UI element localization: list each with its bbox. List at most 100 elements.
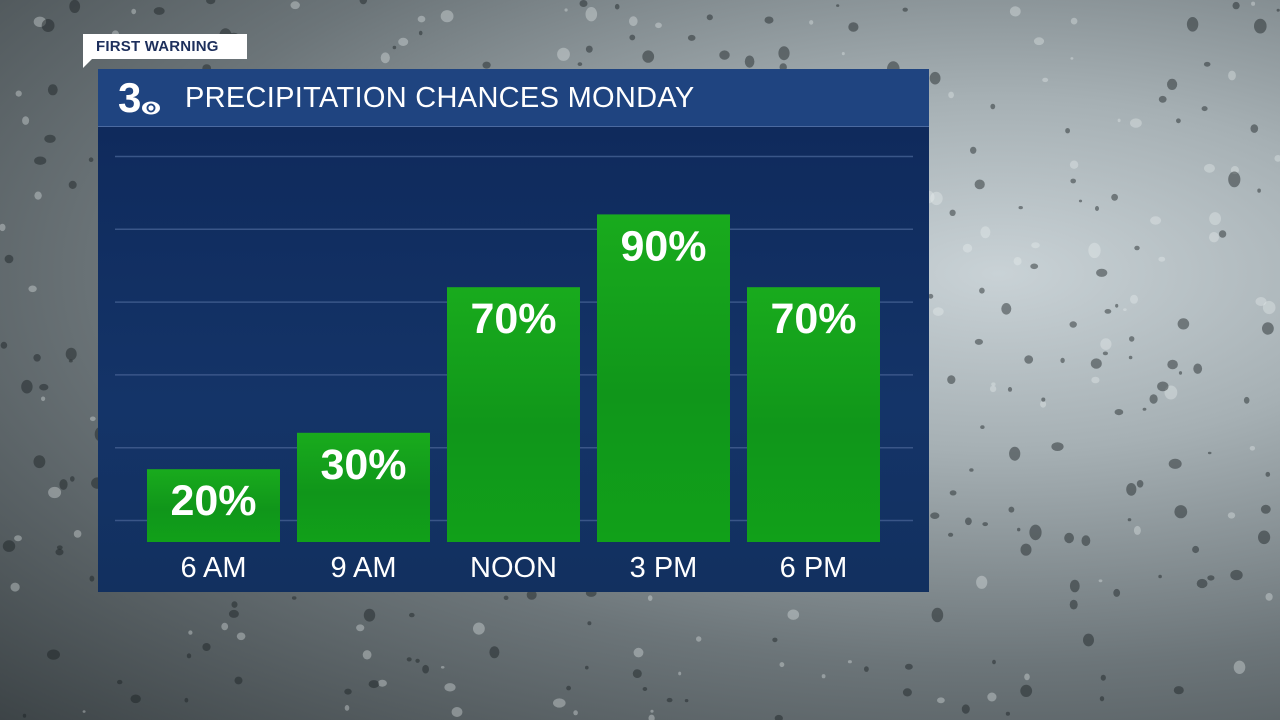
raindrop [1207, 451, 1212, 455]
raindrop [398, 37, 409, 47]
raindrop [41, 396, 46, 402]
category-label: 9 AM [330, 552, 396, 584]
raindrop [503, 595, 509, 600]
raindrop [1130, 294, 1138, 304]
raindrop [585, 665, 589, 670]
raindrop [440, 666, 445, 669]
raindrop [70, 476, 75, 482]
raindrop [573, 710, 578, 716]
raindrop [409, 612, 415, 618]
raindrop [778, 46, 790, 61]
raindrop [418, 30, 423, 36]
raindrop [473, 622, 485, 635]
raindrop [89, 575, 95, 582]
raindrop [1114, 409, 1124, 416]
raindrop [1123, 308, 1127, 311]
raindrop [678, 671, 682, 676]
raindrop [1130, 118, 1142, 128]
raindrop [117, 679, 123, 685]
raindrop [1070, 57, 1074, 60]
raindrop [1096, 268, 1108, 277]
raindrop [68, 180, 77, 189]
raindrop [982, 522, 988, 527]
raindrop [1193, 363, 1203, 374]
raindrop [206, 0, 216, 5]
raindrop [1069, 579, 1080, 593]
raindrop [1078, 199, 1083, 203]
raindrop [1265, 471, 1271, 477]
raindrop [937, 697, 945, 704]
raindrop [1173, 686, 1184, 695]
raindrop [841, 52, 845, 56]
chart-panel: 3 PRECIPITATION CHANCES MONDAY 20% 30% 70%… [98, 69, 929, 592]
raindrop [614, 3, 620, 10]
raindrop [130, 694, 141, 704]
raindrop [82, 710, 86, 713]
raindrop [1255, 297, 1267, 306]
raindrop [48, 486, 62, 499]
raindrop [1129, 336, 1135, 342]
raindrop [1257, 188, 1261, 193]
raindrop [1209, 232, 1219, 243]
raindrop [655, 22, 662, 29]
raindrop [526, 590, 537, 600]
raindrop [153, 7, 165, 15]
raindrop [666, 697, 673, 703]
raindrop [291, 596, 297, 600]
raindrop [684, 699, 689, 703]
raindrop [1177, 318, 1190, 330]
bar-value-label: 70% [770, 295, 856, 343]
raindrop [1251, 1, 1256, 6]
raindrop [779, 662, 785, 668]
raindrop [976, 575, 988, 589]
raindrop [629, 34, 636, 41]
raindrop [88, 157, 94, 162]
raindrop [1081, 535, 1091, 547]
raindrop [1254, 18, 1267, 34]
raindrop [1150, 216, 1162, 225]
raindrop [931, 607, 944, 623]
raindrop [787, 609, 800, 620]
raindrop [22, 713, 27, 718]
raindrop [47, 649, 60, 660]
raindrop [1233, 660, 1246, 674]
raindrop [1149, 394, 1158, 404]
raindrop [706, 14, 713, 21]
raindrop [363, 608, 376, 622]
raindrop [0, 341, 8, 349]
raindrop [1232, 1, 1240, 10]
raindrop [1158, 95, 1167, 103]
raindrop [41, 19, 55, 32]
category-label: 6 AM [180, 552, 246, 584]
raindrop [1133, 525, 1141, 535]
raindrop [633, 647, 644, 658]
raindrop [21, 379, 33, 394]
raindrop [1174, 505, 1188, 519]
raindrop [69, 0, 81, 13]
raindrop [1013, 257, 1022, 266]
raindrop [73, 530, 82, 538]
raindrop [1098, 579, 1103, 583]
raindrop [990, 103, 996, 110]
raindrop [1230, 166, 1239, 175]
raindrop [59, 479, 68, 490]
raindrop [368, 680, 380, 689]
raindrop [1064, 532, 1074, 544]
raindrop [1207, 575, 1215, 581]
raindrop [65, 347, 77, 361]
raindrop [932, 307, 944, 316]
cbs-eye-icon [142, 101, 160, 115]
raindrop [33, 455, 46, 469]
raindrop [987, 692, 997, 702]
bar-value-label: 70% [470, 295, 556, 343]
raindrop [14, 535, 22, 542]
raindrop [1176, 118, 1181, 124]
raindrop [772, 637, 778, 643]
raindrop [1029, 524, 1042, 541]
raindrop [632, 669, 642, 678]
raindrop [184, 697, 189, 703]
raindrop [1018, 206, 1023, 210]
channel-3-logo-icon: 3 [118, 74, 160, 121]
raindrop [362, 650, 372, 660]
raindrop [1196, 578, 1208, 589]
